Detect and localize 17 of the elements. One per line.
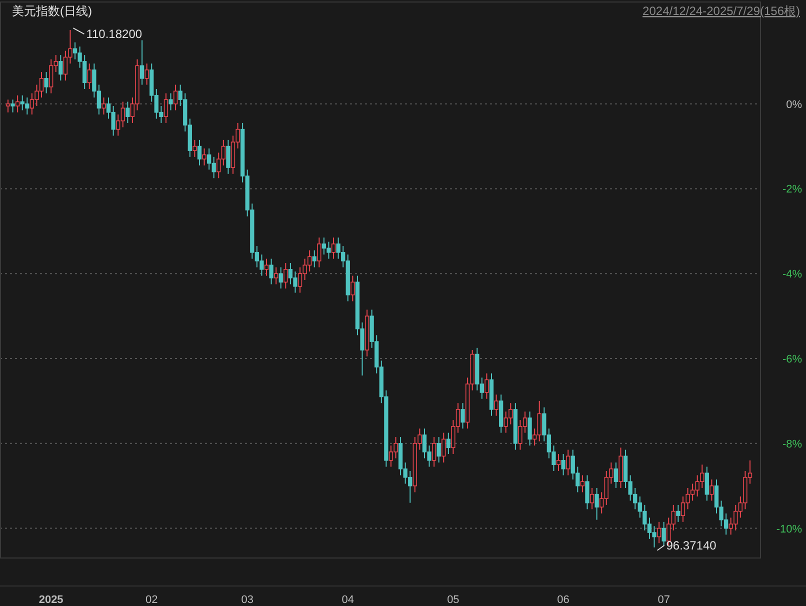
x-tick-label: 2025	[38, 594, 64, 606]
chart-title: 美元指数(日线)	[12, 4, 92, 18]
y-tick-label: -6%	[782, 354, 802, 366]
chart-subtitle: 2024/12/24-2025/7/29(156根)	[642, 4, 800, 18]
x-tick-label: 07	[658, 594, 670, 606]
x-tick-label: 02	[145, 594, 158, 606]
y-tick-label: -8%	[782, 438, 802, 450]
x-tick-label: 05	[447, 594, 460, 606]
annotation: 96.37140	[666, 538, 717, 552]
y-tick-label: -10%	[776, 523, 802, 536]
y-tick-label: 0%	[786, 98, 802, 111]
y-tick-label: -4%	[782, 268, 802, 281]
x-tick-label: 03	[241, 594, 254, 606]
y-tick-label: -2%	[782, 184, 802, 196]
x-tick-label: 04	[342, 594, 354, 606]
x-tick-label: 06	[557, 594, 570, 606]
annotation: 110.18200	[86, 27, 142, 42]
